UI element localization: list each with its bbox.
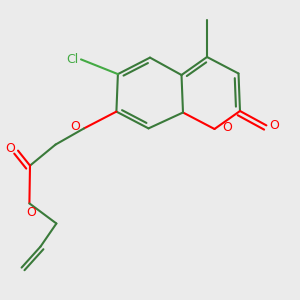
Text: O: O — [5, 142, 15, 155]
Text: O: O — [70, 119, 80, 133]
Text: O: O — [26, 206, 36, 219]
Text: Cl: Cl — [66, 53, 79, 66]
Text: O: O — [269, 119, 279, 132]
Text: O: O — [222, 121, 232, 134]
